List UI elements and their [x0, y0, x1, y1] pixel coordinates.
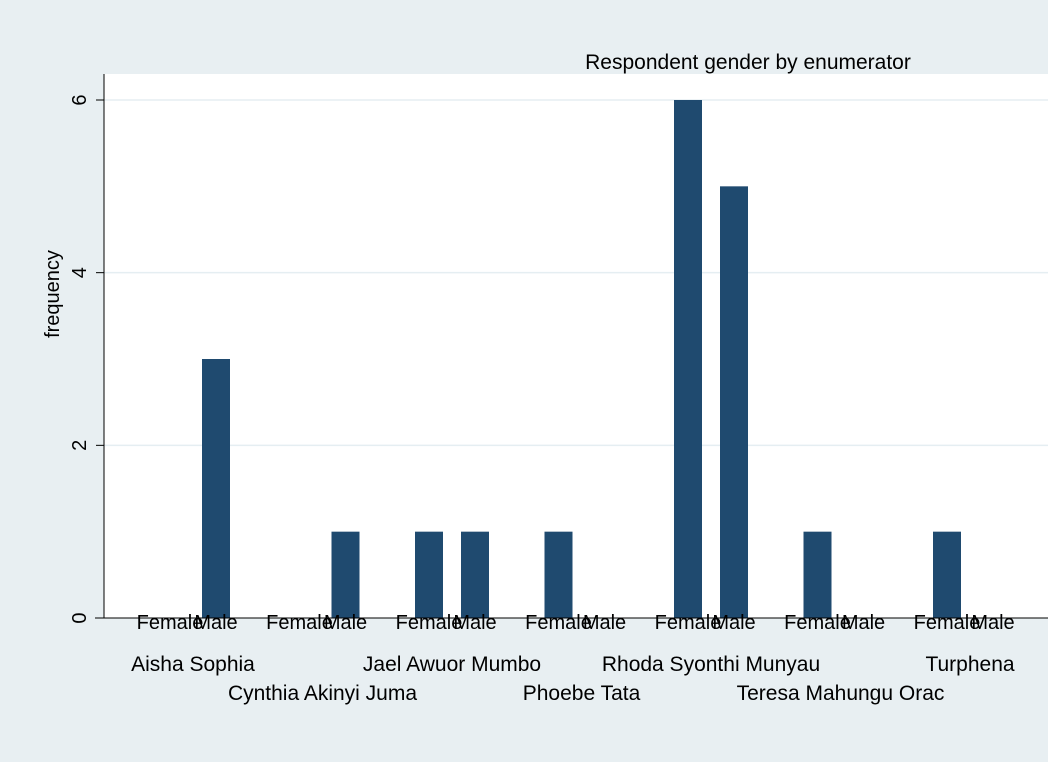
x-tick-label: Female — [914, 612, 981, 634]
x-tick-label: Female — [655, 612, 722, 634]
bars — [202, 100, 961, 619]
x-tick-label: Male — [842, 612, 885, 634]
bar-male — [720, 186, 748, 619]
bar-male — [331, 531, 360, 618]
y-tick-label: 0 — [69, 612, 91, 623]
y-tick-label: 6 — [69, 94, 91, 105]
x-tick-label: Male — [453, 612, 496, 634]
y-tick-label: 2 — [69, 440, 91, 451]
group-label: Cynthia Akinyi Juma — [228, 682, 417, 705]
x-tick-label: Female — [525, 612, 592, 634]
bar-female — [674, 100, 702, 618]
x-tick-label: Female — [396, 612, 463, 634]
x-tick-label: Male — [194, 612, 237, 634]
x-tick-label: Female — [266, 612, 333, 634]
x-tick-label: Female — [784, 612, 851, 634]
y-tick-label: 4 — [69, 267, 91, 278]
group-label: Rhoda Syonthi Munyau — [602, 653, 820, 676]
plot-area — [104, 74, 1048, 618]
group-labels: Aisha Sophia Cynthia Akinyi Juma Jael Awuo… — [131, 653, 1015, 705]
chart-title: Respondent gender by enumerator — [585, 51, 911, 74]
group-label: Aisha Sophia — [131, 653, 255, 676]
group-label: Teresa Mahungu Orac — [737, 682, 945, 705]
bar-male — [202, 359, 230, 618]
x-tick-label: Female — [137, 612, 204, 634]
bar-female — [544, 531, 573, 618]
bar-female — [803, 531, 832, 618]
x-tick-label: Male — [583, 612, 626, 634]
group-label: Turphena — [925, 653, 1014, 676]
bar-female — [415, 531, 443, 618]
group-label: Phoebe Tata — [523, 682, 641, 705]
y-ticks: 0 2 4 6 — [69, 94, 104, 624]
x-tick-label: Male — [712, 612, 755, 634]
bar-male — [461, 531, 489, 618]
x-tick-label: Male — [324, 612, 367, 634]
gridlines — [104, 99, 1048, 447]
x-tick-label: Male — [971, 612, 1014, 634]
y-axis-label: frequency — [42, 250, 64, 338]
group-label: Jael Awuor Mumbo — [363, 653, 541, 676]
bar-female — [933, 531, 961, 618]
